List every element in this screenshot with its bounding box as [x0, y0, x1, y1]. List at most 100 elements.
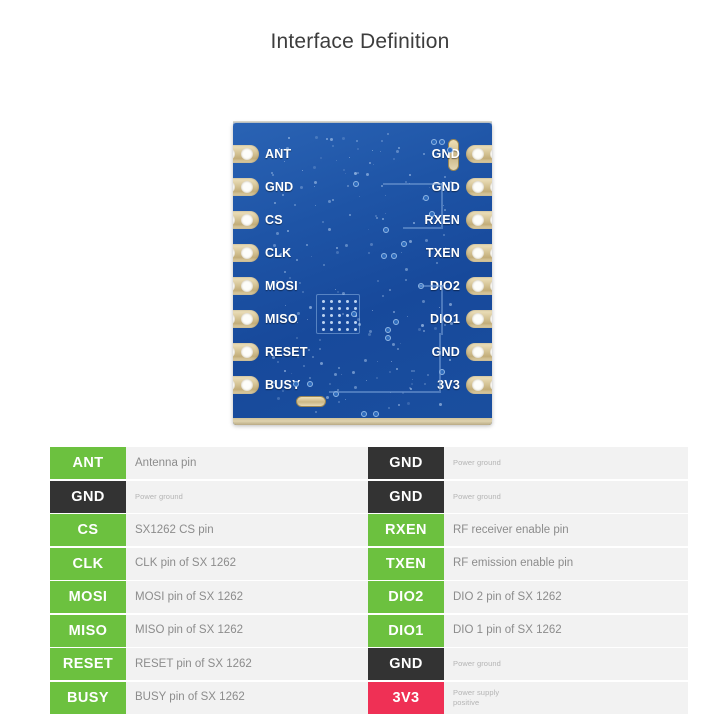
- pcb-texture-speckle: [367, 332, 371, 336]
- pin-row[interactable]: MISO MISO pin of SX 1262: [50, 614, 370, 647]
- pin-row[interactable]: GND Power ground: [368, 480, 688, 513]
- ic-pad-dot: [346, 321, 349, 324]
- pcb-texture-speckle: [356, 318, 360, 322]
- pcb-texture-speckle: [376, 280, 379, 283]
- castellated-pad-gnd-6: [466, 343, 492, 361]
- silkscreen-label-miso-5: MISO: [265, 312, 298, 326]
- castellated-pad-busy-7: [233, 376, 259, 394]
- ic-pad-dot: [338, 321, 341, 324]
- pcb-texture-speckle: [391, 342, 395, 346]
- pcb-texture-speckle: [422, 152, 425, 155]
- pcb-texture-speckle: [338, 401, 341, 404]
- pcb-via: [353, 181, 359, 187]
- pcb-texture-speckle: [334, 373, 337, 377]
- pcb-texture-speckle: [279, 147, 280, 149]
- pcb-texture-speckle: [389, 288, 391, 291]
- pcb-texture-speckle: [359, 196, 361, 198]
- pin-row[interactable]: RESET RESET pin of SX 1262: [50, 648, 370, 680]
- pcb-texture-speckle: [293, 203, 296, 206]
- pad-hole: [490, 379, 492, 391]
- pcb-texture-speckle: [271, 174, 274, 177]
- castellated-pad-cs-2: [233, 211, 259, 229]
- pin-row[interactable]: CLK CLK pin of SX 1262: [50, 547, 370, 580]
- pcb-texture-speckle: [300, 185, 304, 189]
- ic-pad-dot: [354, 328, 357, 331]
- pin-description-line1: Power supply: [453, 688, 500, 698]
- pin-row[interactable]: ANT Antenna pin: [50, 447, 370, 479]
- pcb-texture-speckle: [321, 220, 324, 223]
- pcb-texture-speckle: [322, 263, 325, 266]
- pcb-texture-speckle: [276, 361, 279, 364]
- pad-hole: [241, 280, 253, 292]
- castellated-pad-rxen-2: [466, 211, 492, 229]
- pin-row[interactable]: GND Power ground: [368, 648, 688, 680]
- pcb-texture-speckle: [424, 383, 427, 386]
- pcb-texture-speckle: [384, 195, 386, 197]
- pin-badge-dio1: DIO1: [368, 614, 444, 647]
- pin-row[interactable]: RXEN RF receiver enable pin: [368, 514, 688, 546]
- pcb-texture-speckle: [399, 342, 401, 344]
- pcb-texture-speckle: [404, 279, 407, 282]
- ic-pad-dot: [330, 321, 333, 324]
- pcb-texture-speckle: [284, 369, 287, 372]
- pin-row[interactable]: 3V3 Power supply positive: [368, 681, 688, 714]
- usb-test-pad: [296, 396, 326, 407]
- ic-pad-dot: [330, 314, 333, 317]
- pin-badge-mosi: MOSI: [50, 581, 126, 613]
- pcb-texture-speckle: [405, 268, 409, 272]
- pcb-texture-speckle: [315, 136, 319, 140]
- pcb-texture-speckle: [272, 243, 276, 247]
- pcb-texture-speckle: [318, 348, 321, 351]
- pad-hole: [241, 379, 253, 391]
- pcb-edge-bottom: [233, 418, 492, 425]
- castellated-pad-dio2-4: [466, 277, 492, 295]
- pin-row[interactable]: GND Power ground: [50, 480, 370, 513]
- pin-badge-clk: CLK: [50, 547, 126, 580]
- pin-row[interactable]: BUSY BUSY pin of SX 1262: [50, 681, 370, 714]
- pcb-texture-speckle: [396, 347, 399, 350]
- pin-row[interactable]: CS SX1262 CS pin: [50, 514, 370, 546]
- silkscreen-label-3v3-7: 3V3: [437, 378, 460, 392]
- pcb-via: [361, 411, 367, 417]
- pin-row[interactable]: DIO2 DIO 2 pin of SX 1262: [368, 581, 688, 613]
- ic-pad-dot: [338, 307, 341, 310]
- pad-hole: [472, 346, 484, 358]
- pcb-texture-speckle: [400, 251, 402, 253]
- castellated-pad-reset-6: [233, 343, 259, 361]
- pcb-texture-speckle: [372, 164, 374, 166]
- pin-row[interactable]: DIO1 DIO 1 pin of SX 1262: [368, 614, 688, 647]
- pcb-texture-speckle: [320, 156, 323, 159]
- pcb-texture-speckle: [382, 295, 385, 298]
- pcb-texture-speckle: [308, 306, 312, 310]
- pin-description: DIO 2 pin of SX 1262: [444, 581, 688, 613]
- pcb-via: [423, 195, 429, 201]
- pin-badge-miso: MISO: [50, 614, 126, 647]
- pcb-texture-speckle: [343, 169, 346, 172]
- pad-hole: [490, 346, 492, 358]
- pcb-texture-speckle: [407, 402, 411, 406]
- pad-hole: [241, 313, 253, 325]
- pcb-texture-speckle: [315, 410, 318, 413]
- pin-row[interactable]: GND Power ground: [368, 447, 688, 479]
- pcb-texture-speckle: [409, 387, 412, 390]
- pcb-trace: [441, 285, 443, 335]
- pcb-texture-speckle: [353, 385, 357, 389]
- pcb-via: [293, 381, 299, 387]
- pcb-texture-speckle: [275, 279, 278, 282]
- pcb-texture-speckle: [336, 250, 340, 254]
- castellated-pad-gnd-1: [466, 178, 492, 196]
- pcb-texture-speckle: [442, 234, 445, 237]
- pcb-texture-speckle: [284, 305, 286, 307]
- ic-pad-dot: [322, 300, 325, 303]
- silkscreen-label-gnd-6: GND: [431, 345, 460, 359]
- pad-hole: [241, 214, 253, 226]
- pin-row[interactable]: MOSI MOSI pin of SX 1262: [50, 581, 370, 613]
- pin-row[interactable]: TXEN RF emission enable pin: [368, 547, 688, 580]
- castellated-pad-gnd-0: [466, 145, 492, 163]
- pcb-via: [429, 211, 435, 217]
- pcb-texture-speckle: [334, 289, 336, 291]
- pin-badge-txen: TXEN: [368, 547, 444, 580]
- pcb-texture-speckle: [273, 286, 275, 288]
- pad-hole: [472, 148, 484, 160]
- pcb-texture-speckle: [367, 252, 370, 255]
